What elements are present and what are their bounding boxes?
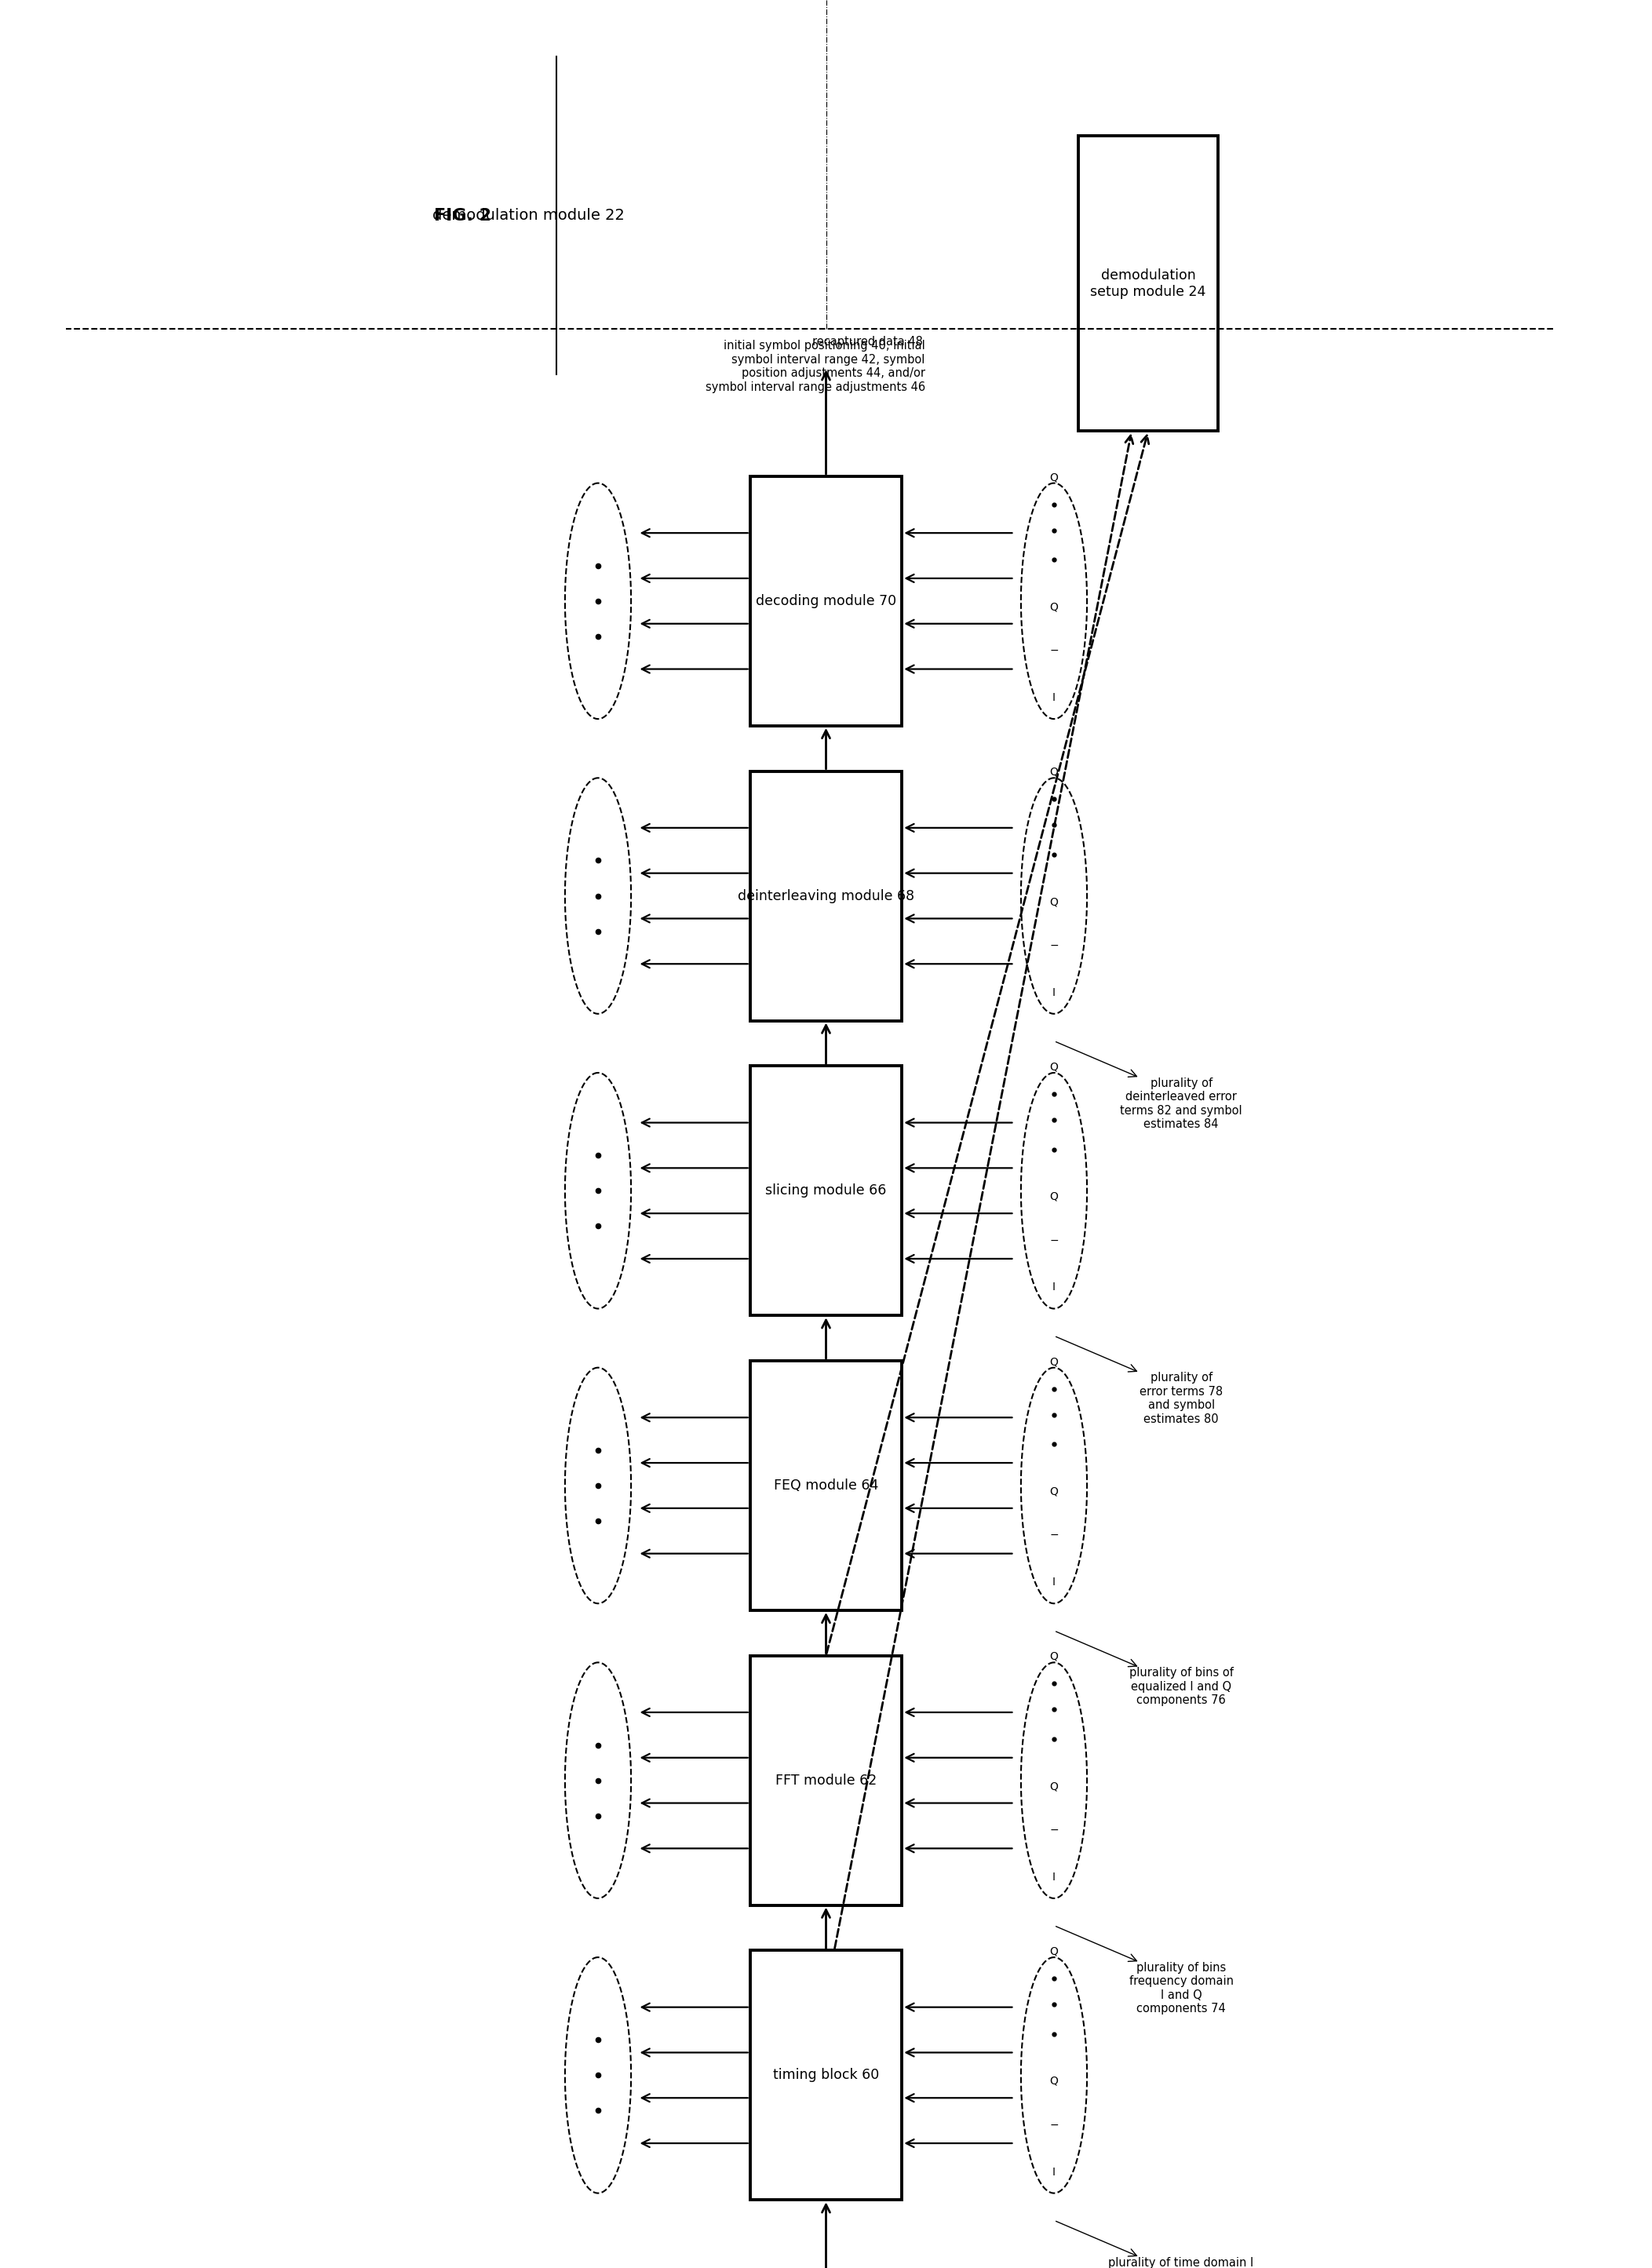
Text: Q: Q (1049, 1061, 1059, 1073)
Bar (1077, 136, 1219, 431)
Text: Q: Q (1049, 1191, 1059, 1202)
Text: plurality of bins
frequency domain
I and Q
components 74: plurality of bins frequency domain I and… (1128, 1962, 1234, 2014)
Text: I: I (1052, 1576, 1056, 1588)
Bar (750, 771, 902, 1021)
Bar (750, 1361, 902, 1610)
Text: I: I (1052, 1871, 1056, 1882)
Text: recaptured data 48: recaptured data 48 (813, 336, 922, 347)
Text: FEQ module 64: FEQ module 64 (773, 1479, 879, 1492)
Text: Q: Q (1049, 1780, 1059, 1792)
Text: decoding module 70: decoding module 70 (755, 594, 897, 608)
Text: I: I (1052, 987, 1056, 998)
Text: Q: Q (1049, 472, 1059, 483)
Text: −: − (1049, 644, 1059, 655)
Text: Q: Q (1049, 1486, 1059, 1497)
Text: plurality of bins of
equalized I and Q
components 76: plurality of bins of equalized I and Q c… (1128, 1667, 1234, 1706)
Text: I: I (1052, 692, 1056, 703)
Text: −: − (1049, 2118, 1059, 2130)
Text: Q: Q (1049, 767, 1059, 778)
Bar (750, 1066, 902, 1315)
Bar (750, 1656, 902, 1905)
Text: plurality of time domain I
and Q sample
components 72: plurality of time domain I and Q sample … (1108, 2257, 1254, 2268)
Text: Q: Q (1049, 1946, 1059, 1957)
Text: I: I (1052, 2166, 1056, 2177)
Text: I: I (1052, 1281, 1056, 1293)
Text: Q: Q (1049, 1356, 1059, 1368)
Text: FFT module 62: FFT module 62 (775, 1774, 877, 1787)
Text: −: − (1049, 1529, 1059, 1540)
Text: demodulation
setup module 24: demodulation setup module 24 (1090, 268, 1206, 299)
Text: −: − (1049, 1234, 1059, 1245)
Text: plurality of
deinterleaved error
terms 82 and symbol
estimates 84: plurality of deinterleaved error terms 8… (1120, 1077, 1242, 1129)
Text: plurality of
error terms 78
and symbol
estimates 80: plurality of error terms 78 and symbol e… (1140, 1372, 1222, 1424)
Text: timing block 60: timing block 60 (773, 2068, 879, 2082)
Text: Q: Q (1049, 1651, 1059, 1662)
Text: slicing module 66: slicing module 66 (765, 1184, 887, 1198)
Text: Q: Q (1049, 2075, 1059, 2087)
Text: initial symbol positioning 40, initial
symbol interval range 42, symbol
position: initial symbol positioning 40, initial s… (705, 340, 925, 392)
Text: FIG. 2: FIG. 2 (434, 209, 491, 222)
Text: deinterleaving module 68: deinterleaving module 68 (738, 889, 914, 903)
Text: −: − (1049, 939, 1059, 950)
Text: demodulation module 22: demodulation module 22 (433, 209, 624, 222)
Bar (750, 1950, 902, 2200)
Bar (750, 476, 902, 726)
Text: Q: Q (1049, 601, 1059, 612)
Text: Q: Q (1049, 896, 1059, 907)
Text: −: − (1049, 1823, 1059, 1835)
